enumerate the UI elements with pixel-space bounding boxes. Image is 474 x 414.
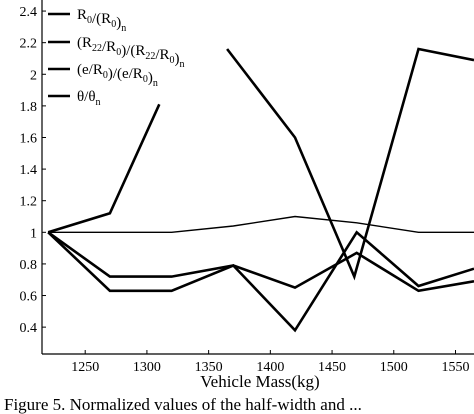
y-tick-label: 1 (30, 226, 37, 241)
legend-label: (R22/R0)/(R22/R0)n (77, 35, 185, 70)
x-tick-label: 1550 (441, 360, 469, 375)
x-tick-label: 1400 (256, 360, 284, 375)
legend-entry-4: θ/θn (48, 89, 101, 108)
series-line-3 (47, 230, 474, 333)
y-tick-label: 0.4 (20, 321, 38, 336)
legend-label: (e/R0)/(e/R0)n (77, 62, 158, 89)
legend-entry-1: R0/(R0)n (48, 7, 126, 34)
chart-axes (41, 0, 474, 355)
legend-label: R0/(R0)n (77, 7, 126, 34)
series-line-5 (226, 47, 474, 281)
y-tick-label: 1.4 (20, 163, 38, 178)
y-tick-label: 0.8 (20, 258, 38, 273)
legend-label: θ/θn (77, 89, 101, 108)
x-tick-label: 1300 (133, 360, 161, 375)
chart-series (47, 47, 474, 333)
x-tick-label: 1250 (71, 360, 99, 375)
y-tick-label: 2.4 (20, 5, 38, 20)
x-axis-label: Vehicle Mass(kg) (200, 372, 319, 391)
y-tick-label: 1.8 (20, 100, 38, 115)
chart-legend: R0/(R0)n(R22/R0)/(R22/R0)n(e/R0)/(e/R0)n… (48, 7, 185, 108)
y-tick-label: 1.2 (20, 195, 38, 210)
series-line-1 (48, 215, 474, 234)
y-tick-label: 0.6 (20, 290, 38, 305)
figure-caption: Figure 5. Normalized values of the half-… (4, 395, 362, 414)
chart-ticks: 0.4 0.6 0.8 1 1.2 1.4 1.6 1.8 2 2.2 2.4 1250 1300 135… (20, 5, 470, 375)
x-tick-label: 1350 (195, 360, 223, 375)
y-tick-label: 2 (30, 68, 37, 83)
legend-entry-3: (e/R0)/(e/R0)n (48, 62, 158, 89)
y-tick-label: 1.6 (20, 131, 38, 146)
y-tick-label: 2.2 (20, 37, 38, 52)
x-tick-label: 1450 (318, 360, 346, 375)
series-line-4 (47, 103, 161, 234)
x-tick-label: 1500 (380, 360, 408, 375)
series-line-2 (47, 231, 474, 293)
legend-entry-2: (R22/R0)/(R22/R0)n (48, 35, 185, 70)
